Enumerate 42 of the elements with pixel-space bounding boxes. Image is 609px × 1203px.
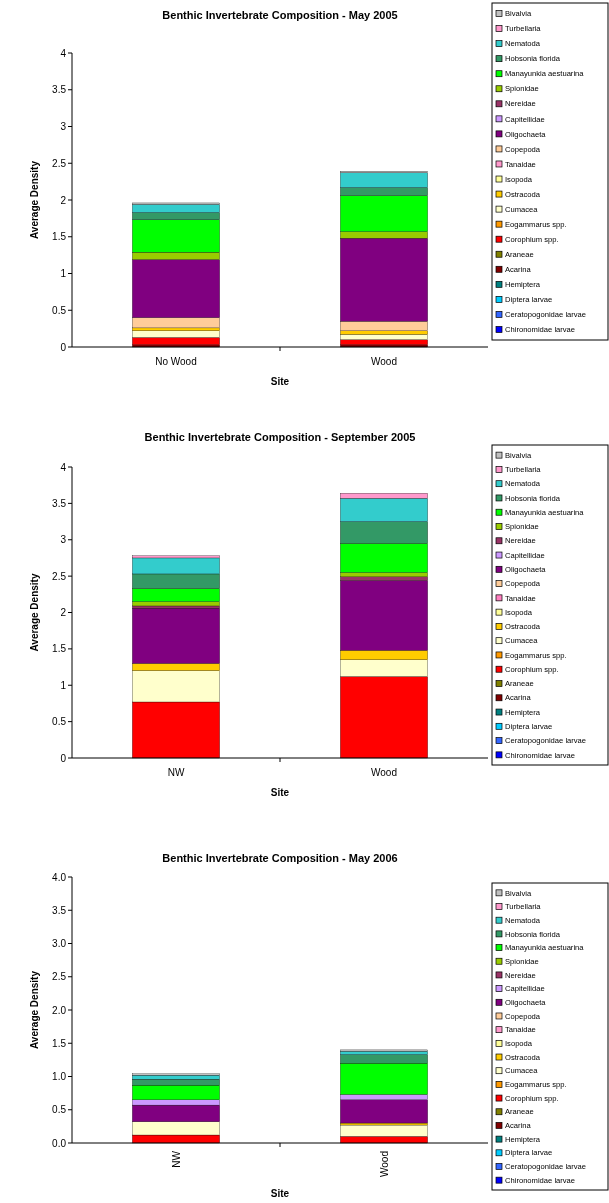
x-axis-title: Site xyxy=(270,376,290,387)
y-axis-title: Average Density xyxy=(29,573,40,652)
y-axis-title: Average Density xyxy=(29,160,40,239)
y-tick-label: 2.5 xyxy=(52,971,67,983)
y-tick-label: 1.5 xyxy=(52,643,67,655)
chart-title: Benthic Invertebrate Composition - May 2005 xyxy=(162,9,398,21)
y-tick-label: 3.0 xyxy=(52,938,67,949)
y-tick-label: 2.5 xyxy=(52,570,67,582)
x-tick-label: No Wood xyxy=(155,356,197,367)
y-tick-label: 0.0 xyxy=(52,1137,67,1149)
y-tick-label: 1 xyxy=(60,268,67,279)
y-tick-label: 3 xyxy=(60,121,67,132)
y-tick-label: 2.0 xyxy=(52,1004,67,1016)
y-tick-label: 1 xyxy=(60,679,67,691)
y-tick-label: 3.5 xyxy=(52,904,67,916)
y-tick-label: 0.5 xyxy=(52,716,67,728)
y-tick-label: 3 xyxy=(60,534,67,546)
y-tick-label: 3.5 xyxy=(52,497,67,509)
x-axis-title: Site xyxy=(270,787,290,798)
y-tick-label: 4.0 xyxy=(52,871,67,883)
x-tick-label: NW xyxy=(170,1150,182,1168)
x-tick-label: NW xyxy=(167,767,185,778)
y-tick-label: 1.0 xyxy=(52,1071,67,1082)
y-tick-label: 3.5 xyxy=(52,84,67,96)
y-axis-title: Average Density xyxy=(29,970,40,1049)
y-tick-label: 4 xyxy=(60,461,67,473)
y-tick-label: 1.5 xyxy=(52,1037,67,1049)
x-tick-label: Wood xyxy=(371,767,397,778)
y-tick-label: 0 xyxy=(60,752,67,764)
y-tick-label: 4 xyxy=(60,47,67,59)
y-tick-label: 1.5 xyxy=(52,231,67,243)
y-tick-label: 2 xyxy=(60,194,67,206)
chart-title: Benthic Invertebrate Composition - September 2005 xyxy=(144,431,416,443)
x-axis-title: Site xyxy=(270,1188,290,1199)
x-tick-label: Wood xyxy=(378,1151,390,1177)
y-tick-label: 0.5 xyxy=(52,1104,67,1116)
y-tick-label: 2 xyxy=(60,607,67,618)
y-tick-label: 0 xyxy=(60,341,67,353)
y-tick-label: 0.5 xyxy=(52,304,67,316)
y-tick-label: 2.5 xyxy=(52,157,67,169)
chart-title: Benthic Invertebrate Composition - May 2006 xyxy=(162,852,398,864)
x-tick-label: Wood xyxy=(371,356,397,367)
